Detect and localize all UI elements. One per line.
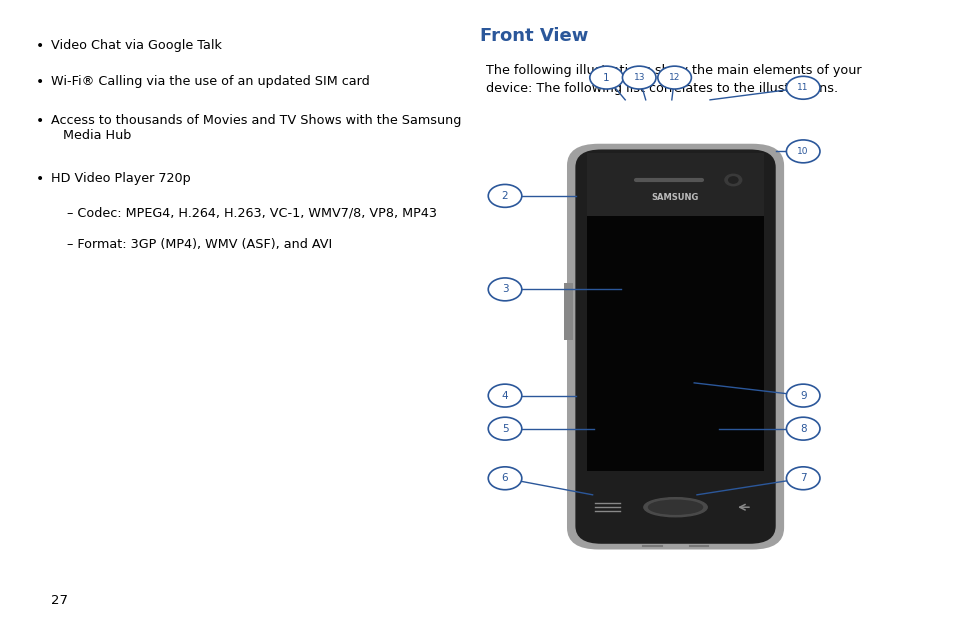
FancyBboxPatch shape [566,144,783,550]
Text: 1: 1 [602,73,609,83]
Circle shape [488,417,521,440]
Ellipse shape [643,497,706,516]
Text: 11: 11 [797,83,808,92]
Bar [587,216,762,471]
Text: HD Video Player 720p: HD Video Player 720p [51,172,191,184]
Bar [587,153,762,216]
Circle shape [785,417,820,440]
Circle shape [728,177,738,183]
Text: 7: 7 [799,473,805,483]
Circle shape [589,66,622,89]
Text: 9: 9 [799,391,805,401]
Text: Front View: Front View [479,27,588,45]
Text: •: • [35,172,44,186]
Text: Video Chat via Google Talk: Video Chat via Google Talk [51,39,222,52]
Bar [563,283,572,340]
Circle shape [658,66,691,89]
Circle shape [621,66,656,89]
Circle shape [785,76,820,99]
Text: •: • [35,75,44,89]
Circle shape [488,384,521,407]
Circle shape [785,140,820,163]
Text: Access to thousands of Movies and TV Shows with the Samsung
   Media Hub: Access to thousands of Movies and TV Sho… [51,114,461,142]
Text: 4: 4 [501,391,508,401]
Text: 5: 5 [501,424,508,434]
Text: SAMSUNG: SAMSUNG [651,193,699,202]
Text: •: • [35,39,44,53]
Text: 27: 27 [51,595,69,607]
Circle shape [488,467,521,490]
Text: 10: 10 [797,147,808,156]
Circle shape [488,278,521,301]
Text: 2: 2 [501,191,508,201]
Text: – Format: 3GP (MP4), WMV (ASF), and AVI: – Format: 3GP (MP4), WMV (ASF), and AVI [67,238,332,251]
Text: Wi-Fi® Calling via the use of an updated SIM card: Wi-Fi® Calling via the use of an updated… [51,75,370,88]
Text: 13: 13 [633,73,644,82]
Text: 6: 6 [501,473,508,483]
Circle shape [785,467,820,490]
Text: – Codec: MPEG4, H.264, H.263, VC-1, WMV7/8, VP8, MP43: – Codec: MPEG4, H.264, H.263, VC-1, WMV7… [67,206,436,219]
FancyBboxPatch shape [575,149,775,544]
Text: 3: 3 [501,284,508,294]
Circle shape [785,384,820,407]
Circle shape [488,184,521,207]
Ellipse shape [648,500,701,514]
Text: The following illustrations show the main elements of your
device: The following: The following illustrations show the mai… [486,64,862,95]
Text: 8: 8 [799,424,805,434]
Text: 12: 12 [668,73,679,82]
Text: •: • [35,114,44,128]
Circle shape [724,174,740,186]
